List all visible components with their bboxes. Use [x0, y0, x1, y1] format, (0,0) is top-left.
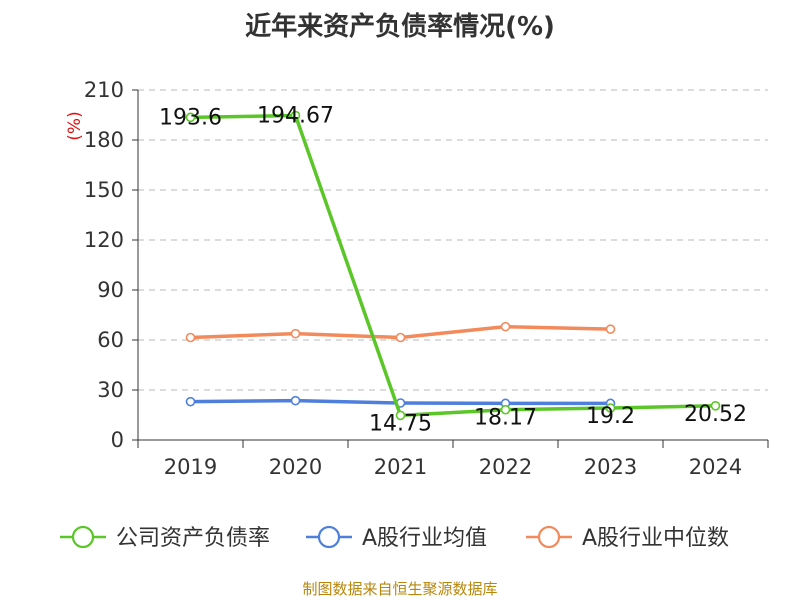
y-tick-label: 180	[84, 128, 124, 152]
y-tick-label: 150	[84, 178, 124, 202]
data-point	[500, 321, 511, 332]
y-tick-label: 90	[97, 278, 124, 302]
source-note: 制图数据来自恒生聚源数据库	[302, 580, 498, 598]
legend-marker	[71, 525, 95, 549]
y-tick-label: 0	[111, 428, 124, 452]
x-tick-label: 2022	[479, 455, 532, 479]
y-tick-label: 60	[97, 328, 124, 352]
y-tick-label: 120	[84, 228, 124, 252]
data-point	[185, 332, 196, 343]
grid-lines	[138, 89, 768, 391]
legend-item: A股行业均值	[306, 525, 487, 551]
data-label: 194.67	[257, 104, 334, 129]
data-point	[500, 404, 511, 415]
chart-title: 近年来资产负债率情况(%)	[245, 12, 555, 42]
x-tick-label: 2021	[374, 455, 427, 479]
series-line	[190, 113, 716, 418]
x-tick-label: 2023	[584, 455, 637, 479]
data-point	[290, 395, 301, 406]
legend-item: A股行业中位数	[526, 525, 729, 551]
legend-label: A股行业中位数	[582, 526, 729, 551]
legend-label: 公司资产负债率	[116, 526, 270, 551]
legend: 公司资产负债率 A股行业均值 A股行业中位数	[60, 525, 729, 551]
data-label: 193.6	[159, 105, 222, 130]
data-point	[605, 324, 616, 334]
legend-label: A股行业均值	[362, 526, 487, 551]
data-label: 14.75	[369, 411, 432, 436]
axes: 0 30 60 90 120 150 180 210 (%) 2019 2020 2021 2022 20…	[65, 78, 769, 479]
data-point	[290, 110, 301, 121]
x-tick-label: 2024	[689, 455, 742, 479]
data-point	[290, 328, 301, 339]
data-point	[710, 400, 721, 411]
data-label: 18.17	[474, 406, 537, 431]
y-tick-label: 30	[97, 378, 124, 402]
data-point	[395, 410, 406, 421]
data-point	[185, 396, 196, 407]
y-axis-label: (%)	[65, 111, 85, 140]
data-labels: 193.6 194.67 14.75 18.17 19.2 20.52	[159, 104, 747, 437]
x-tick-label: 2020	[269, 455, 322, 479]
data-point	[185, 112, 196, 123]
x-tick-label: 2019	[164, 455, 217, 479]
legend-item: 公司资产负债率	[60, 525, 270, 551]
data-label: 19.2	[586, 404, 635, 429]
data-label: 20.52	[684, 402, 747, 427]
data-point	[605, 403, 616, 413]
series-layer	[185, 110, 721, 421]
legend-marker	[537, 525, 561, 549]
y-tick-label: 210	[84, 78, 124, 102]
data-point	[395, 332, 406, 343]
legend-marker	[317, 525, 341, 549]
